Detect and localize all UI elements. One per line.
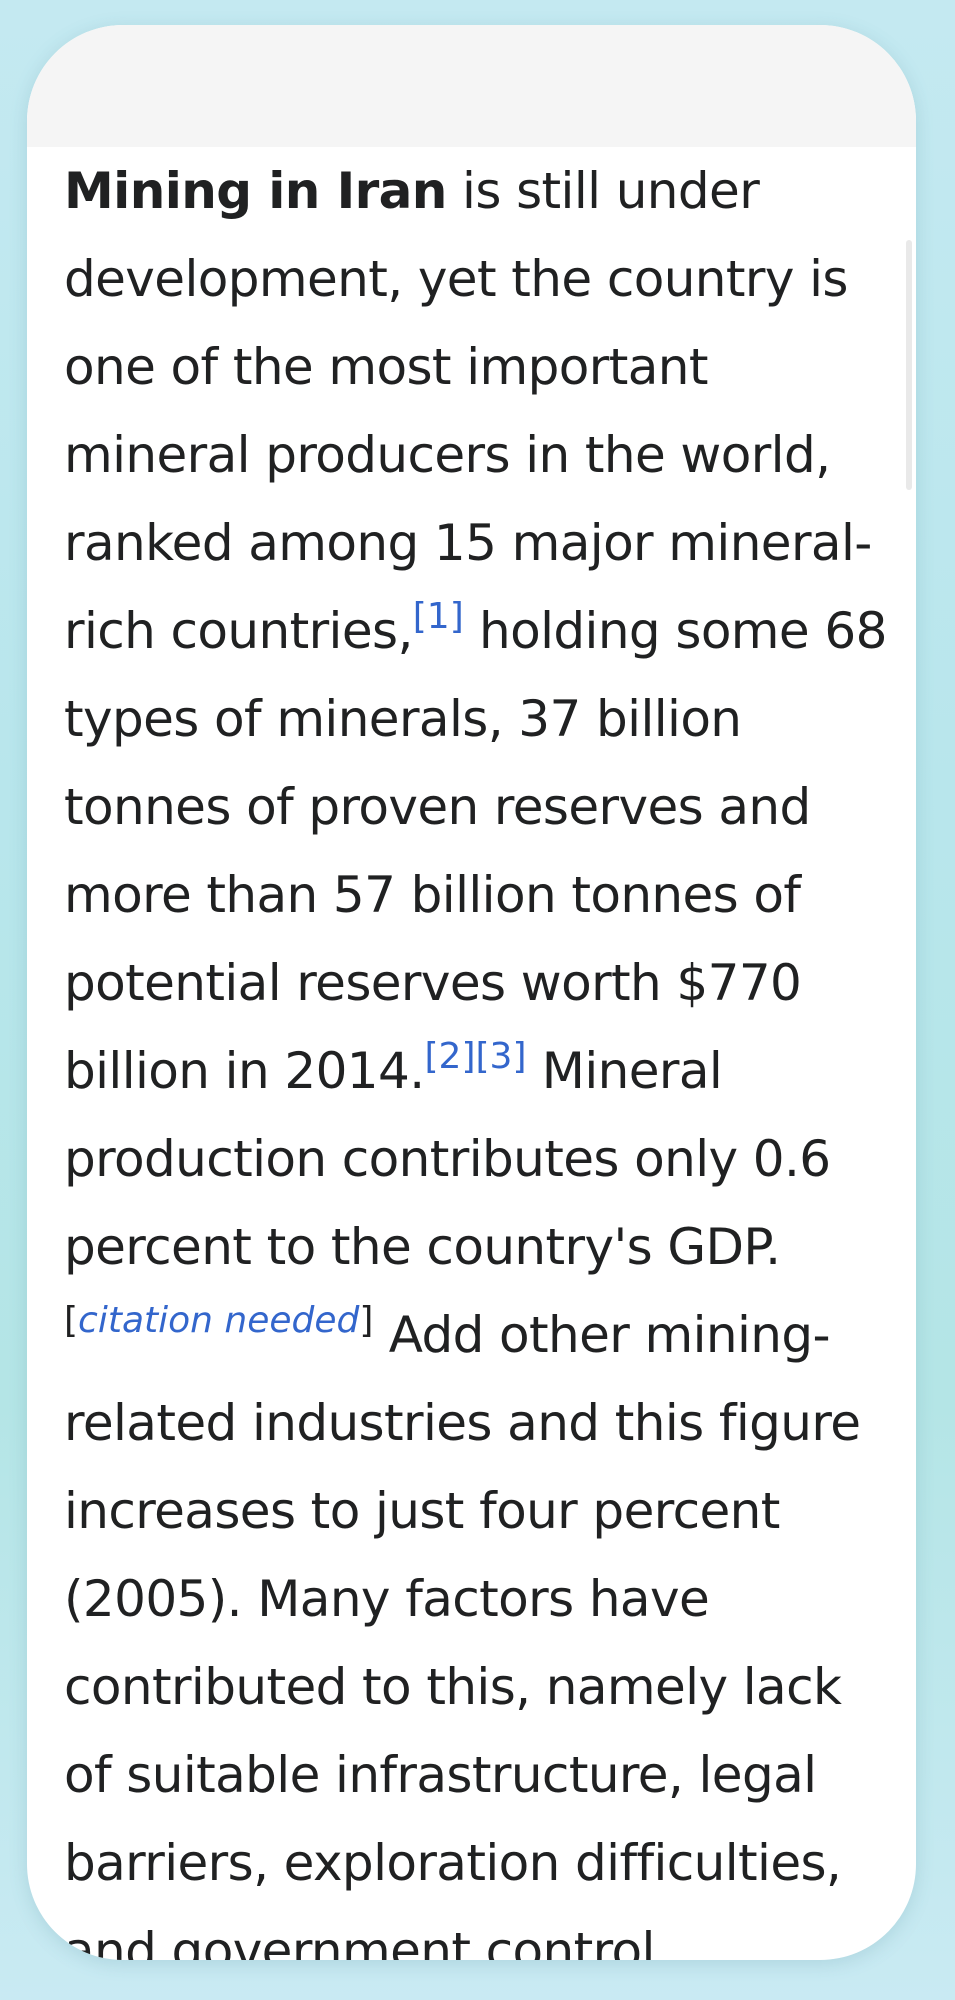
browser-card: Mining in Iran is still under developmen… xyxy=(27,25,916,1960)
citation-bracket-open: [ xyxy=(64,1300,79,1341)
article-text-3: Mineral production contributes only 0.6 … xyxy=(64,1042,831,1276)
top-bar xyxy=(27,25,916,147)
article-text-4: Add other mining-related industries and … xyxy=(64,1306,861,1960)
citation-needed-link[interactable]: citation needed xyxy=(78,1300,360,1341)
reference-link-3[interactable]: [3] xyxy=(475,1036,527,1077)
reference-link-1[interactable]: [1] xyxy=(412,596,464,637)
article-paragraph: Mining in Iran is still under developmen… xyxy=(64,147,894,1960)
citation-needed-tag: [citation needed] xyxy=(64,1300,373,1341)
scrollbar[interactable] xyxy=(906,240,912,490)
reference-link-2[interactable]: [2] xyxy=(424,1036,476,1077)
article-bold-title: Mining in Iran xyxy=(64,162,447,220)
article-text-2: holding some 68 types of minerals, 37 bi… xyxy=(64,602,887,1100)
article-text-1: is still under development, yet the coun… xyxy=(64,162,872,660)
citation-bracket-close: ] xyxy=(359,1300,374,1341)
